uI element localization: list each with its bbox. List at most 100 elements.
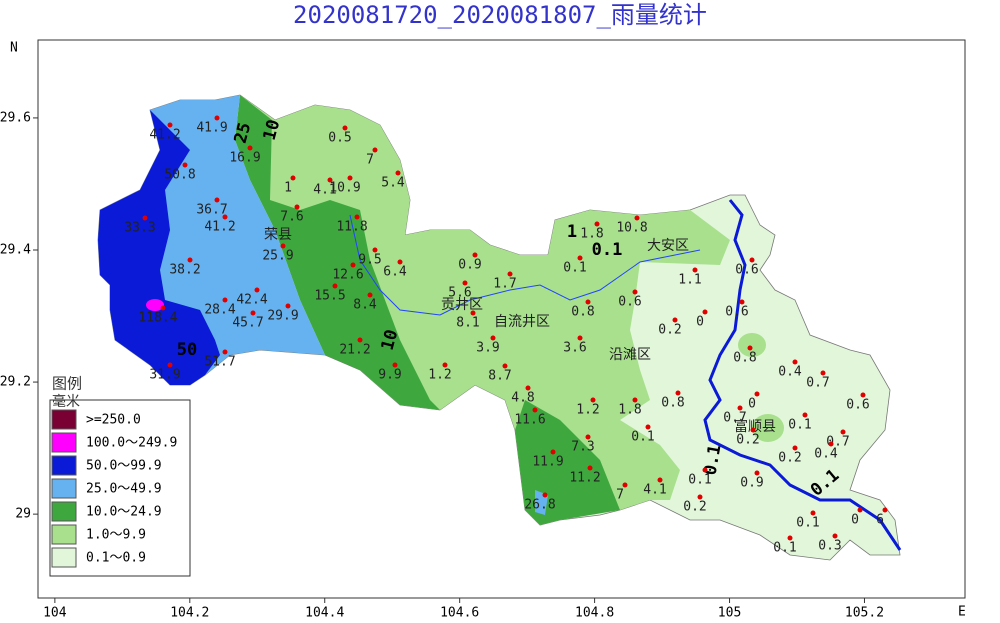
station-dot [749,257,755,263]
station-dot [222,297,228,303]
station-dot [462,280,468,286]
station-value: 10.9 [329,181,360,196]
station-dot [142,215,148,221]
station-value: 1.1 [678,273,701,288]
station-value: 33.3 [124,221,155,236]
station-value: 0.1 [631,430,654,445]
station-value: 4.1 [643,483,666,498]
station-dot [332,283,338,289]
station-value: 31.9 [149,368,180,383]
station-value: 7 [616,488,624,503]
region-1-10 [752,414,784,442]
station-value: 0.5 [328,131,351,146]
station-dot [820,370,826,376]
legend-swatch [51,432,77,453]
station-dot [395,170,401,176]
legend-title: 图例 [52,375,82,393]
station-dot [657,477,663,483]
station-dot [222,349,228,355]
station-dot [367,292,373,298]
station-value: 25.9 [262,249,293,264]
station-dot [490,335,496,341]
station-dot [350,262,356,268]
x-tick-label: 104 [43,606,67,621]
station-dot [810,510,816,516]
y-tick-label: 29.2 [0,375,31,390]
station-value: 0.1 [796,516,819,531]
station-value: 0.2 [683,500,706,515]
station-dot [828,441,834,447]
river [349,214,701,316]
station-dot [392,362,398,368]
district-name: 荣县 [264,227,292,243]
district-name: 自流井区 [494,314,550,330]
station-dot [585,299,591,305]
station-value: 1.2 [576,403,599,418]
station-value: 0.8 [661,396,684,411]
x-tick-label: 104.8 [575,606,614,621]
station-dot [182,162,188,168]
station-value: 8.7 [488,369,511,384]
station-value: 0.1 [773,541,796,556]
x-axis-label: E [958,605,966,620]
station-value: 42.4 [236,293,267,308]
station-dot [622,482,628,488]
station-value: 3.6 [563,341,586,356]
station-dot [787,535,793,541]
station-dot [250,310,256,316]
region-10-25 [235,95,440,410]
station-value: 0.6 [725,305,748,320]
x-tick-label: 105 [718,606,741,621]
station-value: 26.8 [524,498,555,513]
station-value: 51.7 [204,355,235,370]
station-value: 28.4 [204,303,235,318]
station-dot [502,363,508,369]
district-name: 沿滩区 [609,347,651,363]
legend-label: 25.0～49.9 [86,482,162,497]
station-dot [372,247,378,253]
legend-label: 10.0～24.9 [86,505,162,520]
station-dot [832,533,838,539]
station-dot [594,221,600,227]
station-dot [632,397,638,403]
station-dot [754,391,760,397]
station-value: 1 [284,181,292,196]
station-value: 15.5 [314,289,345,304]
station-dot [222,214,228,220]
station-value: 7 [366,153,374,168]
station-value: 0.9 [740,476,763,491]
station-dot [347,175,353,181]
station-value: 50.8 [164,168,195,183]
station-value: 0.1 [688,473,711,488]
station-value: 0 [851,513,859,528]
station-value: 0.7 [723,411,746,426]
station-dot [587,465,593,471]
station-value: 7.3 [571,440,594,455]
station-value: 4.8 [511,391,534,406]
station-value: 12.6 [332,268,363,283]
station-value: 0.3 [818,539,841,554]
station-value: 3.9 [476,341,499,356]
legend-label: 50.0～99.9 [86,459,162,474]
y-axis-label: N [10,41,18,56]
station-dot [290,175,296,181]
x-tick-label: 104.6 [440,606,479,621]
station-dot [754,470,760,476]
station-dot [214,197,220,203]
x-tick-label: 105.2 [845,606,884,621]
station-dot [442,362,448,368]
station-dot [247,145,253,151]
station-dot [472,252,478,258]
station-dot [590,397,596,403]
station-dot [357,337,363,343]
station-dot [792,359,798,365]
station-value: 9.5 [358,253,381,268]
station-value: 45.7 [232,316,263,331]
station-value: 0.2 [658,323,681,338]
station-dot [342,125,348,131]
station-dot [747,345,753,351]
district-name: 贡井区 [441,297,483,313]
station-dot [882,507,888,513]
region-50-100 [98,110,220,385]
